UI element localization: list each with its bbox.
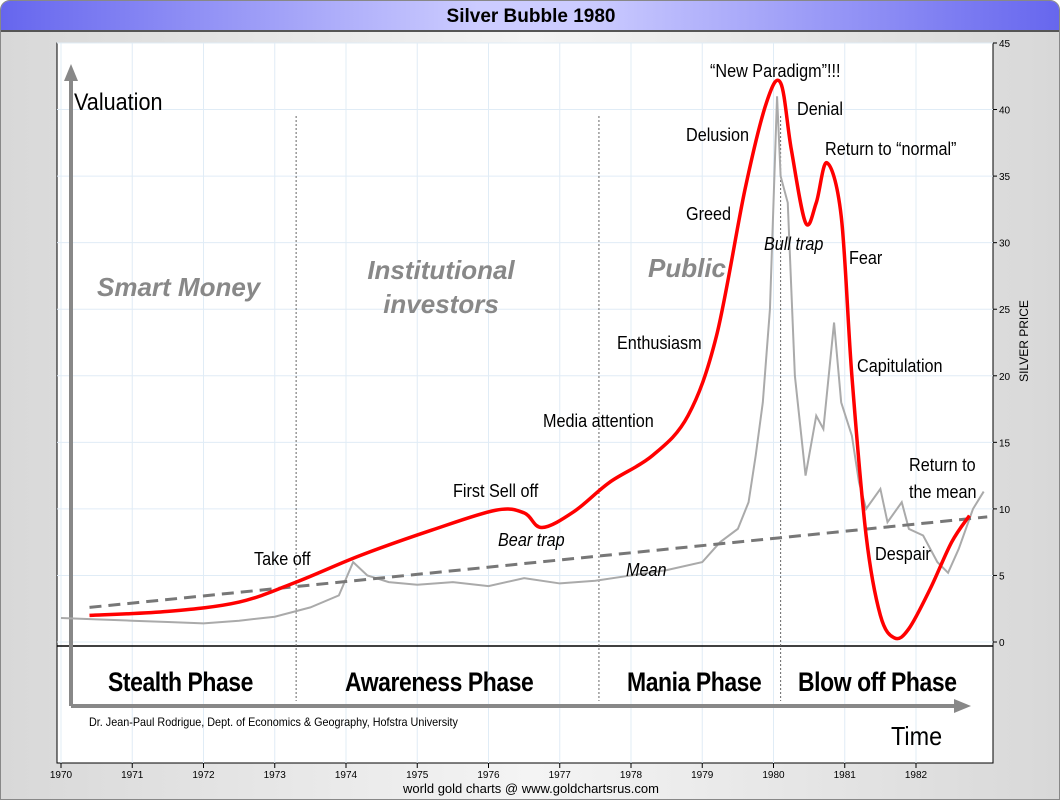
x-tick-label: 1979 (691, 770, 714, 781)
ann-bear-trap: Bear trap (498, 530, 565, 550)
ann-greed: Greed (686, 204, 732, 224)
ann-enthusiasm: Enthusiasm (617, 333, 702, 353)
ann-bull-trap: Bull trap (764, 234, 824, 254)
x-tick-label: 1977 (549, 770, 572, 781)
y-tick-label: 45 (999, 39, 1011, 50)
phase-stealth: Stealth Phase (108, 667, 253, 697)
ann-return-normal: Return to “normal” (825, 139, 957, 159)
ann-mean: Mean (626, 560, 667, 580)
ann-delusion: Delusion (686, 125, 750, 145)
group-institutional: Institutional investors (367, 255, 515, 319)
plot-background (56, 42, 994, 764)
x-tick-label: 1975 (406, 770, 429, 781)
y-axis-label: SILVER PRICE (1017, 300, 1031, 382)
group-public: Public (648, 253, 727, 283)
arrow-head-right (954, 699, 971, 713)
y-tick-label: 10 (999, 505, 1011, 516)
ann-return-mean-2: the mean (909, 482, 977, 502)
ann-first-sell-off: First Sell off (453, 481, 539, 501)
ann-return-mean-1: Return to (909, 455, 976, 475)
x-tick-label: 1976 (477, 770, 500, 781)
x-tick-label: 1981 (834, 770, 857, 781)
y-tick-label: 30 (999, 239, 1011, 250)
x-tick-label: 1973 (264, 770, 287, 781)
time-label: Time (891, 721, 943, 751)
x-tick-label: 1971 (121, 770, 144, 781)
ann-denial: Denial (797, 99, 843, 119)
ann-new-paradigm: “New Paradigm”!!! (710, 61, 841, 81)
y-tick-label: 40 (999, 106, 1011, 117)
x-tick-label: 1974 (335, 770, 358, 781)
y-tick-label: 35 (999, 172, 1011, 183)
phase-blowoff: Blow off Phase (798, 667, 957, 697)
x-tick-label: 1982 (905, 770, 928, 781)
silver-price-line (60, 96, 985, 625)
ann-despair: Despair (875, 544, 931, 564)
y-tick-label: 25 (999, 305, 1011, 316)
bubble-curve (89, 78, 971, 641)
y-tick-label: 15 (999, 438, 1011, 449)
arrow-head-up (64, 64, 78, 81)
valuation-label: Valuation (74, 89, 163, 116)
x-tick-label: 1978 (620, 770, 643, 781)
group-smart-money: Smart Money (97, 272, 261, 302)
credit-text: Dr. Jean-Paul Rodrigue, Dept. of Economi… (89, 715, 458, 729)
x-tick-label: 1972 (192, 770, 215, 781)
mean-line (89, 515, 988, 609)
ann-capitulation: Capitulation (857, 356, 943, 376)
phase-mania: Mania Phase (627, 667, 762, 697)
y-tick-label: 20 (999, 372, 1011, 383)
ann-fear: Fear (849, 248, 883, 268)
ann-take-off: Take off (254, 549, 311, 569)
chart-title: Silver Bubble 1980 (1, 1, 1059, 32)
footer-text: world gold charts @ www.goldchartsrus.co… (403, 781, 659, 796)
y-tick-label: 0 (999, 638, 1005, 649)
y-tick-label: 5 (999, 571, 1005, 582)
x-tick-label: 1980 (762, 770, 785, 781)
x-tick-label: 1970 (50, 770, 73, 781)
ann-media-attention: Media attention (543, 411, 654, 431)
phase-awareness: Awareness Phase (345, 667, 534, 697)
